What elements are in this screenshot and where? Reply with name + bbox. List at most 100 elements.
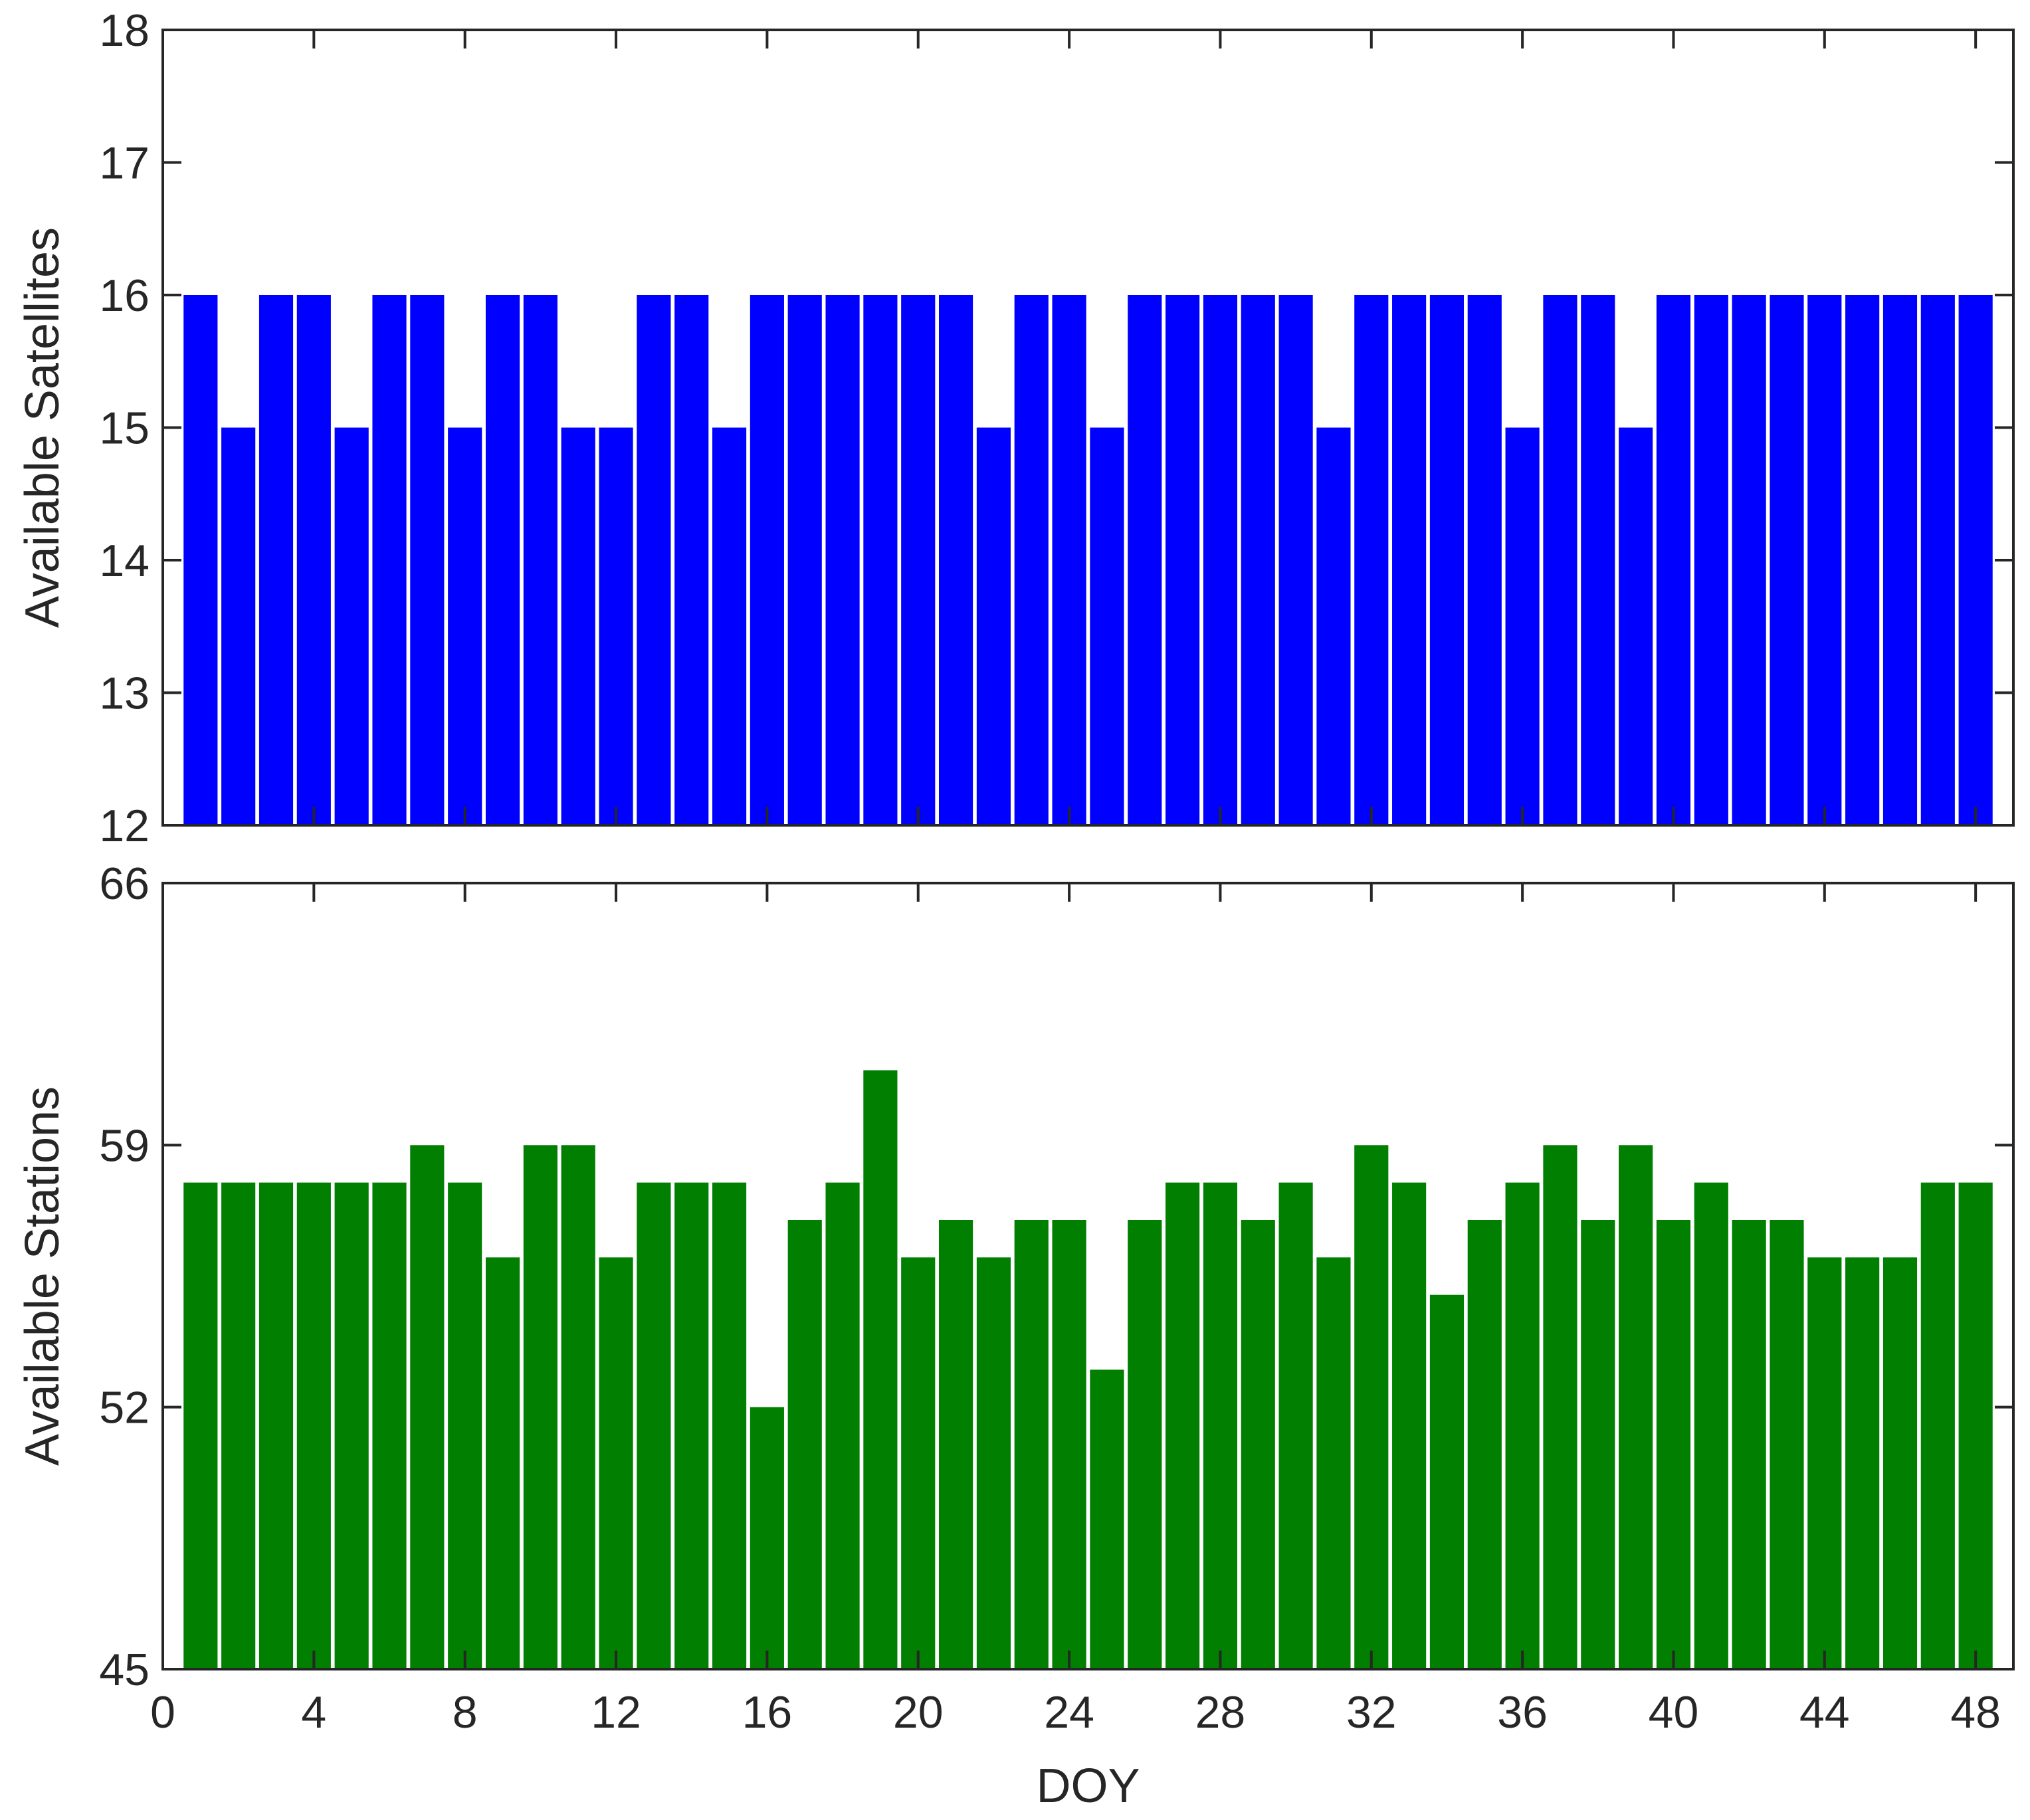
- stations-bar-doy-42: [1732, 1220, 1766, 1669]
- stations-bar-doy-21: [938, 1220, 973, 1669]
- satellites-bar-doy-44: [1807, 295, 1842, 825]
- doy-xtick-label: 24: [1044, 1687, 1094, 1738]
- satellites-ticks: [161, 29, 2013, 827]
- stations-bars: [183, 1070, 1993, 1669]
- stations-bar-doy-15: [712, 1182, 747, 1669]
- stations-bar-doy-29: [1241, 1220, 1275, 1669]
- satellites-bar-doy-48: [1958, 295, 1993, 825]
- satellites-bar-doy-21: [938, 295, 973, 825]
- stations-bar-doy-6: [372, 1182, 407, 1669]
- satellites-ytick-label: 15: [99, 403, 150, 454]
- stations-bar-doy-45: [1845, 1257, 1880, 1669]
- stations-bar-doy-11: [561, 1145, 595, 1669]
- satellites-bar-doy-10: [523, 295, 558, 825]
- stations-bar-doy-26: [1128, 1220, 1162, 1669]
- satellites-bar-doy-37: [1543, 295, 1577, 825]
- satellites-bar-doy-32: [1354, 295, 1389, 825]
- satellites-bar-doy-1: [183, 295, 218, 825]
- doy-xtick-label: 4: [301, 1687, 326, 1738]
- satellites-bar-doy-43: [1770, 295, 1804, 825]
- satellites-ytick-label: 16: [99, 270, 150, 321]
- satellites-bar-doy-28: [1203, 295, 1238, 825]
- doy-xtick-label: 28: [1195, 1687, 1246, 1738]
- doy-xtick-label: 32: [1346, 1687, 1397, 1738]
- satellites-bar-doy-22: [976, 427, 1011, 825]
- satellites-bar-doy-11: [561, 427, 595, 825]
- satellites-bar-doy-14: [674, 295, 709, 825]
- satellites-bar-doy-20: [901, 295, 936, 825]
- stations-bar-doy-38: [1581, 1220, 1615, 1669]
- stations-bar-doy-27: [1166, 1182, 1200, 1669]
- satellites-bar-doy-7: [410, 295, 445, 825]
- stations-ytick-label: 52: [99, 1383, 150, 1433]
- stations-bar-doy-34: [1429, 1294, 1465, 1669]
- stations-ytick-label: 59: [99, 1120, 150, 1171]
- satellites-ytick-label: 17: [99, 138, 150, 189]
- satellites-bar-doy-8: [448, 427, 482, 825]
- doy-x-axis-label: DOY: [1036, 1760, 1140, 1813]
- satellites-ytick-label: 12: [99, 801, 150, 851]
- stations-bar-doy-2: [221, 1182, 256, 1669]
- stations-bar-doy-30: [1278, 1182, 1313, 1669]
- satellites-bars: [183, 295, 1993, 825]
- stations-bar-doy-48: [1958, 1182, 1993, 1669]
- satellites-bar-doy-27: [1166, 295, 1200, 825]
- stations-bar-doy-36: [1505, 1182, 1540, 1669]
- stations-bar-doy-47: [1920, 1182, 1955, 1669]
- stations-bar-doy-19: [863, 1070, 898, 1669]
- doy-xtick-label: 8: [453, 1687, 478, 1738]
- satellites-bar-doy-15: [712, 427, 747, 825]
- satellites-bar-doy-4: [296, 295, 331, 825]
- stations-bar-doy-8: [448, 1182, 482, 1669]
- satellites-bar-doy-36: [1505, 427, 1540, 825]
- doy-xtick-label: 40: [1649, 1687, 1699, 1738]
- stations-y-axis-label: Available Stations: [16, 1086, 69, 1466]
- stations-bar-doy-44: [1807, 1257, 1842, 1669]
- satellites-bar-doy-45: [1845, 295, 1880, 825]
- doy-xtick-label: 12: [591, 1687, 641, 1738]
- doy-xtick-label: 36: [1497, 1687, 1548, 1738]
- stations-bar-doy-40: [1656, 1220, 1691, 1669]
- doy-x-tick-labels: 0 4 8 12 16 20 24 28 32 36 40 44 48: [150, 1687, 2001, 1738]
- stations-bar-doy-5: [334, 1182, 369, 1669]
- stations-bar-doy-37: [1543, 1145, 1577, 1669]
- satellites-panel: 12 13 14 15 16 17 18 Available Satellites: [16, 5, 2015, 851]
- stations-bar-doy-7: [410, 1145, 445, 1669]
- satellites-bar-doy-19: [863, 295, 898, 825]
- stations-bar-doy-31: [1316, 1257, 1351, 1669]
- stations-bar-doy-33: [1392, 1182, 1427, 1669]
- stations-bar-doy-20: [901, 1257, 936, 1669]
- stations-bar-doy-16: [750, 1407, 784, 1669]
- stations-bar-doy-28: [1203, 1182, 1238, 1669]
- stations-bar-doy-39: [1619, 1145, 1653, 1669]
- satellites-bar-doy-46: [1882, 295, 1918, 825]
- stations-bar-doy-32: [1354, 1145, 1389, 1669]
- satellites-bar-doy-6: [372, 295, 407, 825]
- satellites-bar-doy-5: [334, 427, 369, 825]
- stations-ticks: [161, 882, 2013, 1670]
- stations-bar-doy-24: [1052, 1220, 1086, 1669]
- stations-bar-doy-14: [674, 1182, 709, 1669]
- stations-bar-doy-18: [825, 1182, 860, 1669]
- stations-bar-doy-41: [1694, 1182, 1728, 1669]
- stations-bar-doy-13: [637, 1182, 671, 1669]
- stations-bar-doy-4: [296, 1182, 331, 1669]
- satellites-bar-doy-42: [1732, 295, 1766, 825]
- satellites-bar-doy-25: [1090, 427, 1124, 825]
- satellites-ytick-label: 18: [99, 5, 150, 56]
- doy-xtick-label: 0: [150, 1687, 175, 1738]
- satellites-bar-doy-30: [1278, 295, 1313, 825]
- satellites-bar-doy-12: [599, 427, 633, 825]
- stations-ytick-label: 45: [99, 1645, 150, 1695]
- satellites-bar-doy-24: [1052, 295, 1086, 825]
- doy-xtick-label: 20: [893, 1687, 944, 1738]
- stations-bar-doy-9: [485, 1257, 520, 1669]
- satellites-ytick-label: 14: [99, 536, 150, 586]
- satellites-bar-doy-17: [787, 295, 822, 825]
- stations-bar-doy-23: [1014, 1220, 1049, 1669]
- satellites-bar-doy-13: [637, 295, 671, 825]
- stations-bar-doy-35: [1467, 1220, 1502, 1669]
- stations-bar-doy-43: [1770, 1220, 1804, 1669]
- satellites-bar-doy-31: [1316, 427, 1351, 825]
